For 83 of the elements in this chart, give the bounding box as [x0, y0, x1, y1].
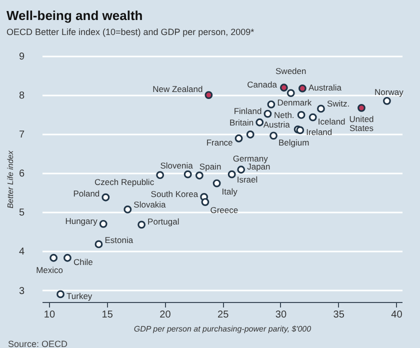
annotation: France: [206, 137, 234, 148]
y-tick-label: 9: [18, 52, 25, 62]
point: [124, 206, 132, 214]
point: [308, 113, 317, 122]
annotation: Norway: [374, 86, 404, 97]
point: [156, 171, 164, 180]
y-tick-label: 3: [18, 286, 25, 297]
annotation: Estonia: [104, 235, 134, 246]
point: [298, 84, 306, 92]
point: [102, 193, 110, 202]
point: [280, 84, 288, 92]
annotation: Ireland: [306, 127, 332, 138]
x-tick-label: 40: [391, 310, 403, 320]
annotation: Italy: [222, 186, 238, 196]
x-tick-label: 10: [44, 310, 56, 320]
point: [264, 110, 272, 118]
annotation: Sweden: [276, 66, 307, 76]
point: [317, 104, 325, 113]
annotation: Germany: [232, 153, 269, 164]
x-tick-label: 30: [275, 310, 287, 320]
y-tick-label: 5: [18, 208, 25, 219]
point: [246, 130, 254, 138]
point: [138, 220, 146, 229]
annotation: South Korea: [150, 188, 198, 199]
point: [201, 198, 210, 206]
chart-subtitle: OECD Better Life index (10=best) and GDP per person, 2009*: [6, 27, 255, 37]
annotation: Spain: [199, 161, 222, 172]
x-tick-label: 20: [160, 310, 172, 320]
annotation: Poland: [73, 188, 100, 198]
annotation: Denmark: [277, 97, 312, 108]
annotation: Israel: [236, 174, 258, 184]
annotation: Turkey: [66, 291, 93, 302]
point: [237, 166, 246, 174]
point: [195, 172, 204, 180]
point: [234, 134, 243, 142]
annotation: Belgium: [278, 138, 310, 148]
point: [64, 254, 72, 262]
annotation: Chile: [73, 256, 94, 267]
point: [99, 220, 108, 228]
annotation: Hungary: [65, 216, 98, 226]
annotation: Portugal: [148, 216, 180, 227]
y-tick-label: 4: [18, 246, 25, 258]
annotation: Slovakia: [134, 199, 166, 210]
annotation: Japan: [247, 162, 271, 172]
annotation: Australia: [308, 82, 342, 92]
point: [358, 104, 366, 112]
point: [212, 179, 221, 188]
annotation: Slovenia: [160, 160, 194, 170]
y-tick-label: 7: [18, 130, 25, 141]
point: [286, 89, 295, 98]
annotation: Switz.: [326, 98, 350, 109]
point: [256, 118, 264, 126]
y-tick-label: 8: [18, 90, 25, 102]
point: [94, 240, 103, 248]
annotation: Neth.: [274, 110, 294, 120]
point: [184, 170, 192, 178]
annotation: Canada: [247, 80, 278, 90]
y-tick-label: 6: [18, 168, 25, 180]
point: [296, 126, 304, 134]
point: [297, 111, 306, 119]
annotation: Mexico: [36, 264, 64, 275]
annotation: Czech Republic: [94, 177, 155, 188]
chart-title: Well-being and wealth: [6, 8, 143, 23]
point: [228, 170, 236, 178]
annotation: New Zealand: [152, 84, 203, 94]
point: [382, 96, 391, 105]
x-tick-label: 15: [102, 310, 114, 320]
annotation: Greece: [210, 205, 238, 216]
point: [56, 290, 64, 298]
point: [267, 100, 276, 108]
point: [270, 132, 278, 140]
annotation: Finland: [234, 106, 262, 116]
source-note: Source: OECD: [8, 339, 68, 348]
annotation: Iceland: [318, 116, 346, 126]
annotation: Britain: [230, 117, 254, 128]
point: [204, 91, 213, 100]
x-axis-title: GDP per person at purchasing-power parity, $'000: [134, 324, 312, 334]
annotation: United States: [349, 114, 374, 133]
annotation: Austria: [263, 119, 290, 130]
x-tick-label: 25: [218, 310, 230, 320]
y-axis-title: Better Life index: [6, 150, 15, 208]
x-tick-label: 35: [333, 310, 345, 320]
point: [50, 254, 58, 262]
